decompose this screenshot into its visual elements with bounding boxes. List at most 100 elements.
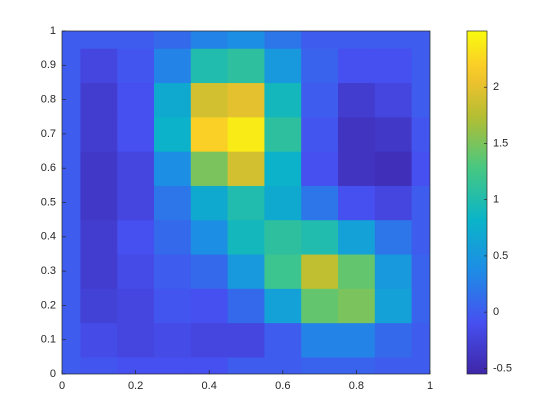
heat-cell: [374, 356, 413, 374]
heat-cell: [411, 185, 430, 221]
heat-cell: [227, 288, 265, 324]
heat-cell: [264, 322, 302, 358]
heat-cell: [374, 48, 413, 84]
heat-cell: [338, 288, 376, 324]
heat-cell: [190, 48, 229, 84]
y-tick-label: 0.3: [41, 265, 56, 277]
heat-cell: [154, 185, 192, 221]
heat-cell: [301, 151, 339, 186]
heat-cell: [154, 48, 192, 84]
y-tick-label: 1: [50, 25, 56, 37]
heat-cell: [62, 219, 81, 255]
heat-cell: [411, 82, 430, 118]
x-tick-label: 1: [427, 380, 433, 392]
heat-cell: [80, 288, 118, 324]
x-tick-label: 0: [59, 380, 65, 392]
heat-cell: [301, 48, 339, 84]
heat-cell: [227, 219, 265, 255]
heat-cell: [264, 82, 302, 118]
heat-cell: [117, 288, 155, 324]
heat-cell: [62, 322, 81, 358]
heat-cell: [154, 82, 192, 118]
heat-cell: [62, 151, 81, 186]
x-tick-label: 0.6: [275, 380, 290, 392]
heat-cell: [62, 185, 81, 221]
heat-cell: [117, 48, 155, 84]
heat-cell: [62, 48, 81, 84]
heat-cell: [301, 116, 339, 152]
heat-cell: [154, 288, 192, 324]
heat-cell: [264, 219, 302, 255]
heat-cell: [301, 185, 339, 221]
heat-cell: [374, 31, 413, 49]
heat-cell: [154, 31, 192, 49]
heat-cell: [227, 253, 265, 289]
heat-cell: [301, 356, 339, 374]
heat-cell: [301, 219, 339, 255]
heat-cell: [338, 48, 376, 84]
heat-cell: [117, 219, 155, 255]
y-tick-label: 0.5: [41, 196, 56, 208]
y-tick-label: 0.1: [41, 334, 56, 346]
heat-cell: [338, 116, 376, 152]
heat-cell: [227, 151, 265, 186]
heat-cell: [227, 116, 265, 152]
heat-cell: [80, 31, 118, 49]
heat-cell: [374, 219, 413, 255]
heat-cell: [190, 82, 229, 118]
heat-cell: [80, 322, 118, 358]
heat-cell: [411, 219, 430, 255]
heat-cell: [411, 356, 430, 374]
heat-cell: [62, 31, 81, 49]
y-tick-label: 0.2: [41, 299, 56, 311]
heat-cell: [264, 356, 302, 374]
heat-cell: [301, 253, 339, 289]
heat-cell: [338, 151, 376, 186]
x-tick-label: 0.4: [202, 380, 217, 392]
heat-cell: [264, 116, 302, 152]
heat-cell: [301, 82, 339, 118]
heat-cell: [227, 322, 265, 358]
colorbar-tick-label: -0.5: [493, 362, 512, 374]
heat-cell: [154, 253, 192, 289]
heat-cell: [374, 185, 413, 221]
heat-cell: [374, 151, 413, 186]
colorbar-tick-label: 2: [493, 81, 499, 93]
heat-cell: [374, 116, 413, 152]
heat-cell: [264, 253, 302, 289]
heat-cell: [80, 116, 118, 152]
x-tick-label: 0.2: [128, 380, 143, 392]
heat-cell: [374, 82, 413, 118]
heat-cell: [117, 151, 155, 186]
heat-cell: [190, 185, 229, 221]
heat-cell: [154, 219, 192, 255]
heat-cell: [80, 219, 118, 255]
heat-cell: [190, 322, 229, 358]
heat-cell: [411, 288, 430, 324]
heat-cell: [154, 116, 192, 152]
colorbar-tick-label: 0: [493, 306, 499, 318]
heat-cell: [62, 253, 81, 289]
heat-cell: [338, 82, 376, 118]
colorbar-tick-label: 0.5: [493, 250, 508, 262]
heat-cell: [80, 185, 118, 221]
heat-cell: [154, 356, 192, 374]
heat-cell: [117, 356, 155, 374]
y-tick-label: 0.8: [41, 94, 56, 106]
heat-cell: [62, 82, 81, 118]
heat-cell: [190, 151, 229, 186]
heat-cell: [411, 253, 430, 289]
y-tick-label: 0: [50, 368, 56, 380]
heat-cell: [80, 356, 118, 374]
heat-cell: [227, 185, 265, 221]
heat-cell: [301, 31, 339, 49]
heat-cell: [411, 322, 430, 358]
heat-cell: [190, 356, 229, 374]
heat-cell: [62, 356, 81, 374]
heat-cell: [80, 151, 118, 186]
heat-cell: [190, 288, 229, 324]
y-tick-label: 0.4: [41, 231, 56, 243]
heat-cell: [117, 185, 155, 221]
heat-cell: [264, 185, 302, 221]
